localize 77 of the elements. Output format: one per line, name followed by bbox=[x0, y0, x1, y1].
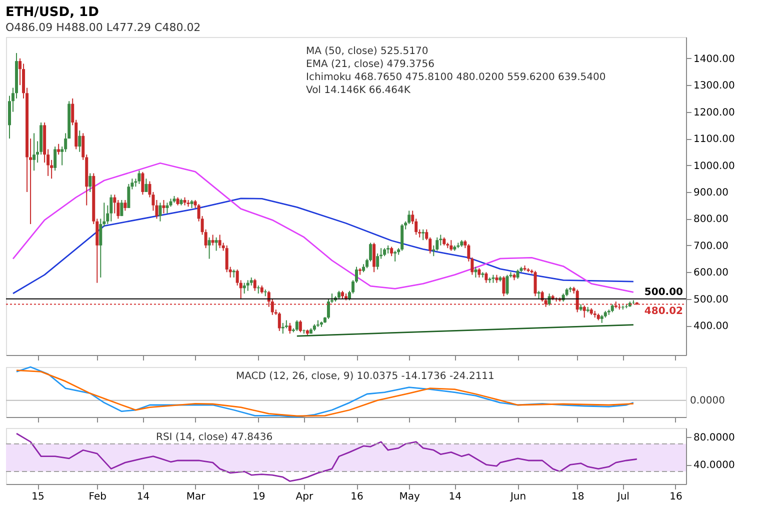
y-tick-label: 600.00 bbox=[694, 268, 728, 279]
x-tick-label: 19 bbox=[252, 492, 266, 502]
y-tick-label: 1100.00 bbox=[694, 134, 735, 146]
candlestick bbox=[576, 289, 579, 313]
candlestick bbox=[506, 274, 509, 296]
candlestick bbox=[242, 282, 246, 294]
annotation: EMA (21, close) 479.3756 bbox=[306, 59, 435, 70]
annotation: MACD (12, 26, close, 9) 10.0375 -14.1736 -24.2111 bbox=[236, 371, 494, 382]
x-tick-label: 16 bbox=[670, 492, 682, 502]
candlestick bbox=[211, 234, 214, 246]
candlestick bbox=[295, 320, 298, 332]
candlestick bbox=[534, 270, 537, 297]
candlestick bbox=[88, 172, 92, 192]
y-tick-label: 40.0000 bbox=[694, 460, 735, 472]
candlestick bbox=[474, 266, 478, 278]
candlestick bbox=[158, 202, 162, 222]
candlestick bbox=[54, 146, 57, 172]
candlestick bbox=[166, 202, 169, 214]
candlestick bbox=[582, 305, 586, 318]
y-tick-label: 1300.00 bbox=[694, 80, 735, 92]
y-tick-label: 700.00 bbox=[694, 240, 728, 252]
candlestick bbox=[208, 236, 211, 260]
x-tick-label: Mar bbox=[186, 492, 206, 502]
y-tick-label: 1000.00 bbox=[694, 160, 735, 172]
x-tick-label: 14 bbox=[448, 492, 462, 502]
annotation: MA (50, close) 525.5170 bbox=[306, 46, 428, 57]
x-tick-label: 15 bbox=[32, 492, 44, 502]
chart-title: ETH/USD, 1D bbox=[6, 5, 100, 20]
candlestick bbox=[144, 178, 148, 192]
y-tick-label: 1400.00 bbox=[694, 54, 735, 65]
candlestick bbox=[78, 130, 82, 152]
candlestick bbox=[288, 322, 292, 334]
annotation: Ichimoku 468.7650 475.8100 480.0200 559.6200 639.5400 bbox=[306, 72, 606, 83]
x-tick-label: 14 bbox=[136, 492, 150, 502]
text: 0.0000 bbox=[690, 395, 725, 406]
x-tick-label: Feb bbox=[88, 492, 106, 502]
candlestick bbox=[278, 312, 281, 332]
candlestick bbox=[218, 234, 222, 249]
chart-subtitle: O486.09 H488.00 L477.29 C480.02 bbox=[6, 21, 201, 34]
candlestick bbox=[120, 200, 124, 217]
candlestick bbox=[281, 322, 284, 334]
x-tick-label: 16 bbox=[350, 492, 364, 502]
ref-line-label: 480.02 bbox=[644, 306, 684, 318]
candlestick bbox=[478, 268, 481, 278]
y-tick-label: 800.00 bbox=[694, 214, 728, 226]
x-tick-label: 18 bbox=[571, 492, 584, 502]
candlestick bbox=[516, 268, 520, 280]
ref-line-label: 500.00 bbox=[644, 286, 684, 298]
candlestick bbox=[390, 246, 394, 257]
candlestick bbox=[422, 228, 425, 241]
candlestick bbox=[214, 236, 218, 252]
x-tick-label: Apr bbox=[296, 492, 314, 502]
candlestick bbox=[450, 240, 453, 252]
x-tick-label: Jul bbox=[616, 492, 630, 502]
candlestick bbox=[32, 132, 36, 172]
candlestick bbox=[57, 143, 60, 156]
candlestick bbox=[138, 170, 141, 184]
y-tick-label: 900.00 bbox=[694, 187, 728, 198]
y-tick-label: 500.00 bbox=[694, 294, 728, 306]
annotation: Vol 14.146K 66.464K bbox=[306, 85, 411, 96]
candlestick bbox=[246, 280, 250, 292]
candlestick bbox=[162, 200, 166, 214]
candlestick bbox=[110, 194, 113, 222]
candlestick bbox=[394, 250, 397, 262]
y-tick-label: 80.0000 bbox=[694, 432, 735, 444]
candlestick bbox=[298, 320, 302, 333]
candlestick bbox=[502, 276, 506, 297]
candlestick bbox=[253, 278, 256, 292]
candlestick bbox=[372, 242, 376, 273]
candlestick bbox=[484, 272, 488, 284]
candlestick bbox=[141, 171, 144, 196]
annotation: RSI (14, close) 47.8436 bbox=[156, 432, 273, 443]
x-tick-label: Jun bbox=[509, 492, 526, 502]
candlestick bbox=[124, 200, 127, 212]
x-tick-label: May bbox=[399, 492, 420, 502]
y-tick-label: 400.00 bbox=[694, 321, 728, 332]
y-tick-label: 1200.00 bbox=[694, 107, 735, 118]
